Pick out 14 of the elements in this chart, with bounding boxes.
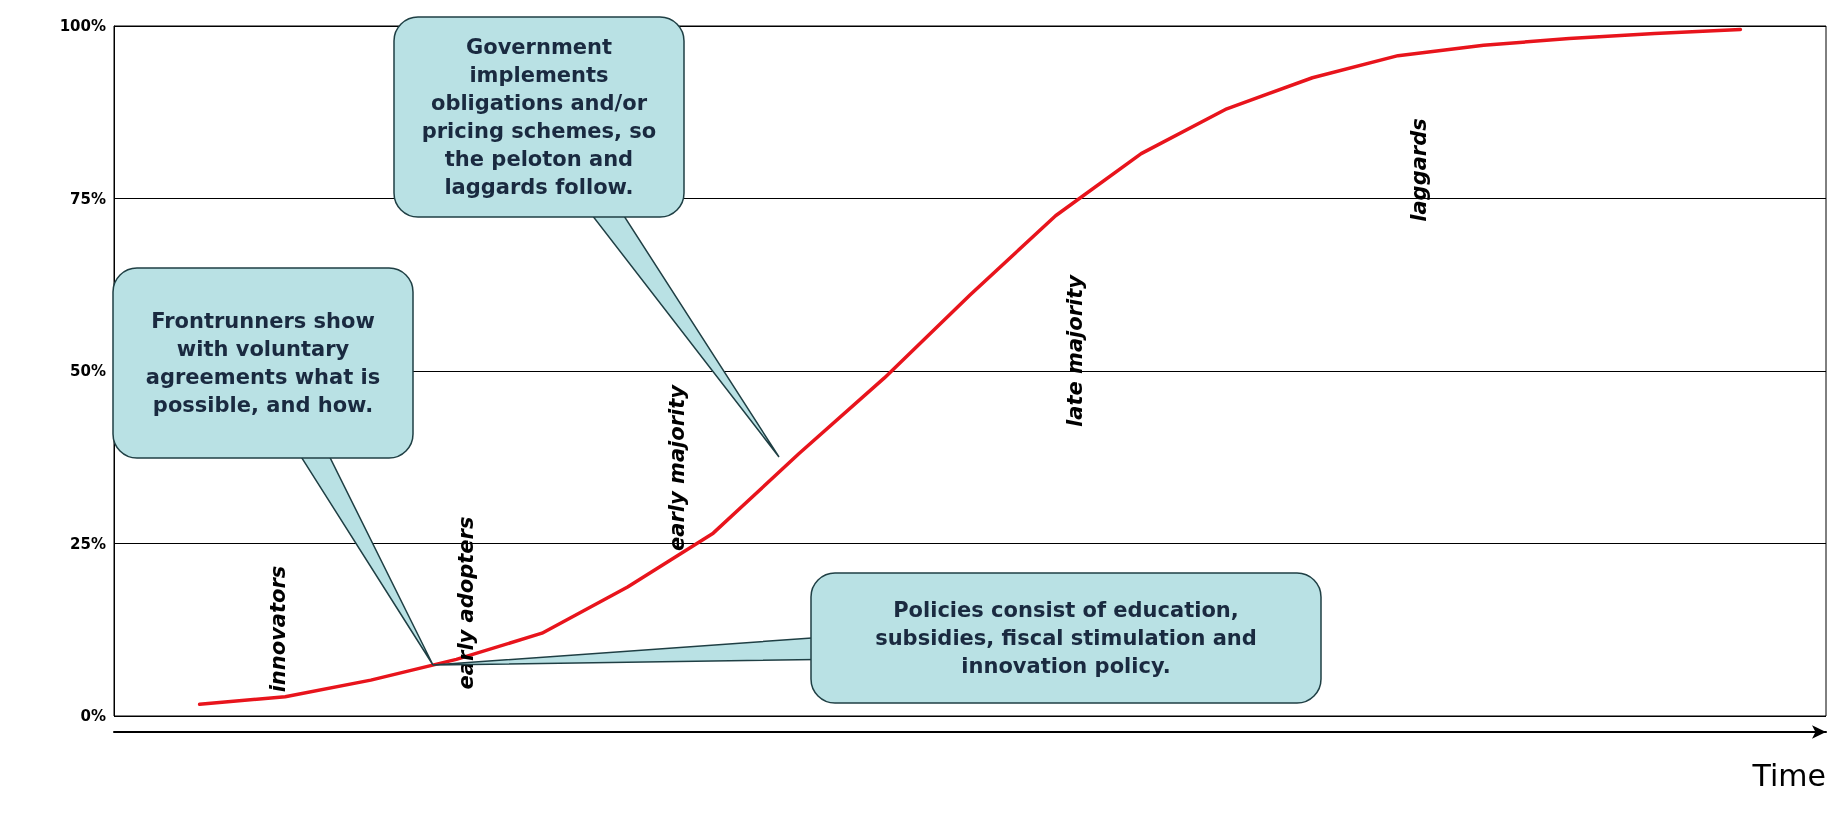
- annotation: early majority: [665, 383, 689, 551]
- annotation: laggards: [1407, 118, 1431, 222]
- annotation: Government implements obligations and/or pricing schemes, so the peloton and laggards follow.: [394, 17, 684, 217]
- x-axis-title: Time: [1751, 757, 1826, 793]
- y-tick-label: 50%: [70, 362, 106, 380]
- annotation: Policies consist of education, subsidies, fiscal stimulation and innovation policy.: [811, 573, 1321, 703]
- y-tick-label: 100%: [59, 17, 106, 35]
- y-tick-label: 0%: [80, 707, 106, 725]
- annotation: early adopters: [454, 516, 478, 690]
- y-tick-label: 25%: [70, 534, 106, 553]
- annotation: late majority: [1063, 273, 1087, 427]
- y-tick-label: 75%: [70, 189, 106, 208]
- annotation: innovators: [266, 565, 290, 693]
- annotation: Frontrunners show with voluntary agreements what is possible, and how.: [113, 268, 413, 458]
